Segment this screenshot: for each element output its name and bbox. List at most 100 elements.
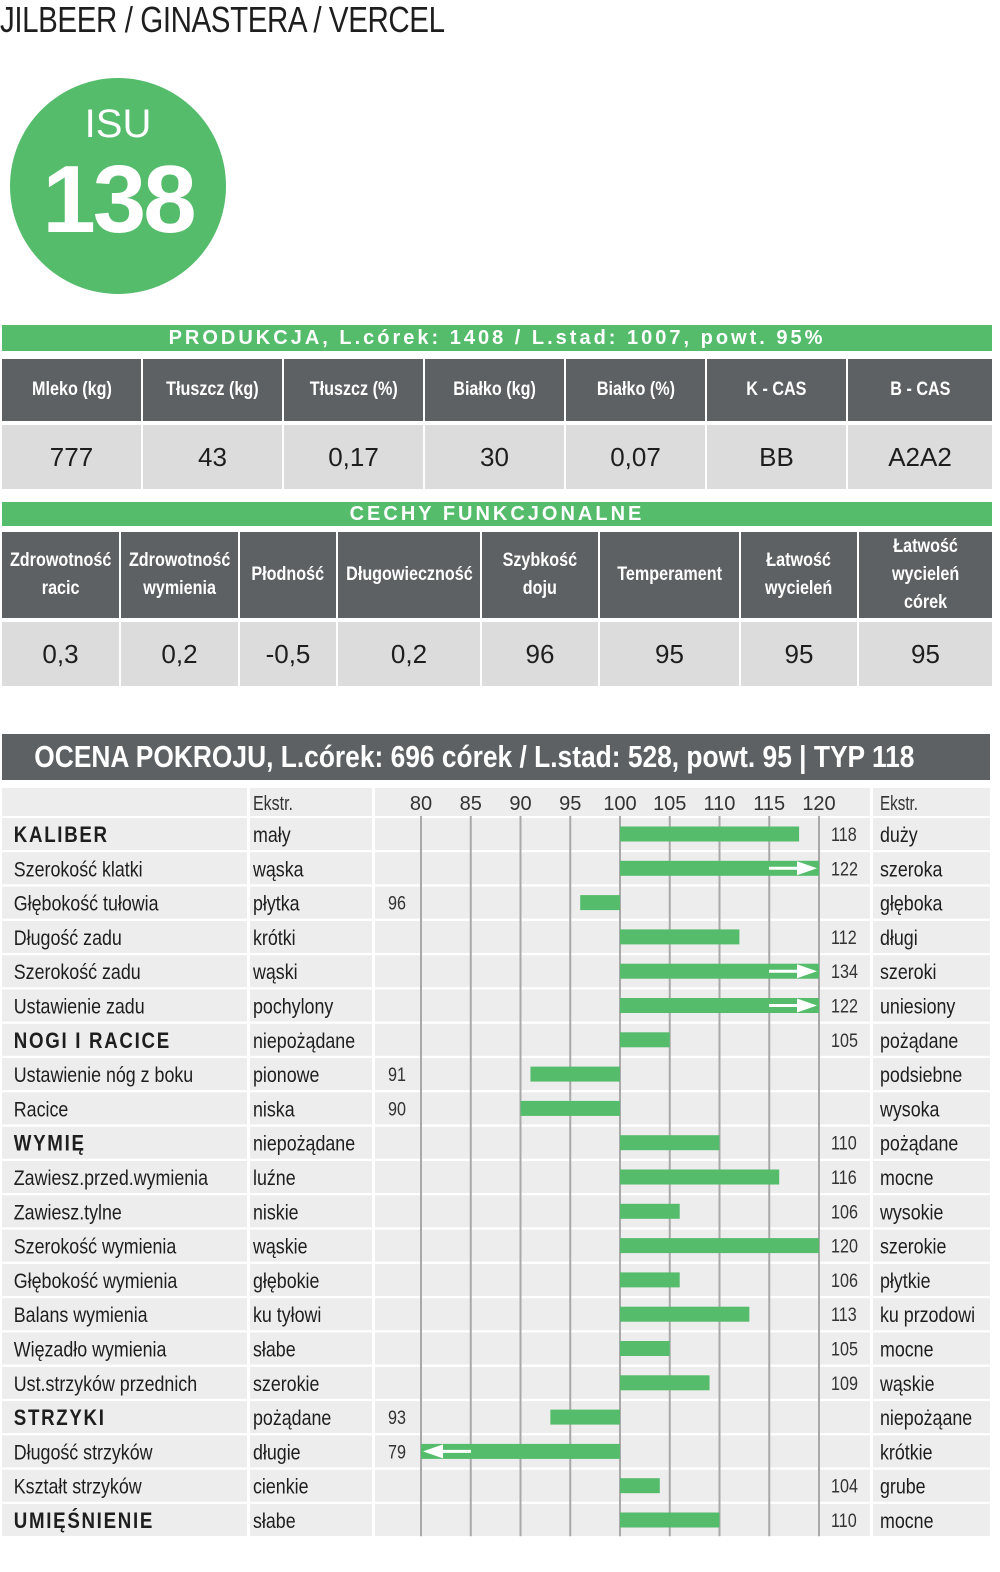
chart-row-bg	[2, 1298, 990, 1331]
value-bar	[550, 1409, 620, 1425]
value-label: 91	[388, 1064, 406, 1086]
value-label: 106	[831, 1270, 858, 1292]
production-value-3: 30	[425, 425, 566, 489]
value-bar	[580, 895, 620, 911]
chart-row-bg	[2, 1126, 990, 1159]
right-extreme-label: mocne	[880, 1167, 934, 1191]
left-extreme-label: pionowe	[253, 1064, 319, 1088]
value-bar	[620, 1032, 670, 1048]
value-label: 106	[831, 1201, 858, 1223]
column-separator	[870, 786, 873, 1538]
page-title: JILBEER / GINASTERA / VERCEL	[0, 0, 445, 40]
value-label: 96	[388, 892, 406, 914]
functional-col-header-0: Zdrowotność racic	[2, 532, 121, 618]
chart-row-bg	[2, 886, 990, 919]
value-bar	[620, 1203, 680, 1219]
right-extreme-label: głęboka	[880, 892, 943, 916]
functional-col-header-6: Łatwość wycieleń	[741, 532, 859, 618]
chart-row-bg	[2, 1058, 990, 1091]
x-tick-label: 85	[460, 793, 482, 815]
right-extreme-label: pożądane	[880, 1132, 958, 1156]
x-tick-label: 110	[704, 793, 736, 815]
production-header-row: Mleko (kg) Tłuszcz (kg) Tłuszcz (%) Białko …	[2, 359, 992, 421]
chart-row-bg	[2, 1092, 990, 1125]
right-extreme-label: wysokie	[879, 1201, 943, 1225]
left-extreme-label: niepożądane	[253, 1132, 355, 1156]
functional-col-header-5: Temperament	[600, 532, 741, 618]
chart-row-bg	[2, 1161, 990, 1193]
production-col-header-1: Tłuszcz (kg)	[143, 359, 284, 421]
chart-row-bg	[2, 1229, 990, 1262]
production-col-header-6: B - CAS	[848, 359, 992, 421]
value-bar	[620, 1512, 720, 1528]
right-extreme-label: niepożąane	[880, 1407, 972, 1431]
value-label: 93	[388, 1407, 406, 1429]
value-label: 122	[831, 995, 858, 1017]
chart-row-bg	[2, 989, 990, 1022]
left-extreme-label: luźne	[253, 1167, 296, 1191]
value-bar	[620, 1478, 660, 1494]
chart-row-bg	[2, 1504, 990, 1536]
functional-col-header-1: Zdrowotność wymienia	[121, 532, 240, 618]
isu-label: ISU	[84, 102, 152, 146]
value-bar	[620, 929, 740, 945]
chart-row-bg	[2, 1469, 990, 1502]
conformation-title-bar: OCENA POKROJU, L.córek: 696 córek / L.st…	[2, 734, 990, 780]
value-label: 79	[388, 1441, 406, 1463]
value-label: 120	[831, 1235, 858, 1257]
value-label: 90	[388, 1098, 406, 1120]
right-extreme-label: uniesiony	[880, 995, 956, 1019]
conformation-chart: Ekstr. Ekstr. 80 85 90 95 100 105 110 115 120 KALIB…	[2, 786, 990, 1538]
value-label: 110	[831, 1510, 857, 1532]
trait-label: Racice	[14, 1098, 69, 1122]
value-bar	[620, 826, 800, 842]
left-extreme-label: słabe	[253, 1510, 296, 1534]
value-label: 109	[831, 1373, 858, 1395]
trait-label: Zawiesz.przed.wymienia	[14, 1167, 208, 1191]
column-separator	[247, 786, 250, 1538]
right-extreme-label: szeroki	[880, 961, 936, 985]
production-col-header-2: Tłuszcz (%)	[284, 359, 425, 421]
chart-row-bg	[2, 1263, 990, 1296]
right-extreme-label: pożądane	[880, 1029, 958, 1053]
overflow-arrow-head	[797, 964, 817, 979]
value-bar	[620, 963, 819, 979]
value-label: 134	[831, 961, 858, 983]
chart-header-bg	[2, 788, 990, 816]
trait-label: Balans wymienia	[14, 1304, 148, 1328]
conformation-title: OCENA POKROJU, L.córek: 696 córek / L.st…	[34, 739, 915, 774]
left-extreme-label: krótki	[253, 927, 296, 951]
left-extreme-label: wąska	[252, 858, 304, 882]
column-separator	[372, 786, 375, 1538]
right-extreme-label: szeroka	[880, 858, 943, 882]
right-extreme-label: mocne	[880, 1510, 934, 1534]
trait-label: Więzadło wymienia	[14, 1338, 167, 1362]
trait-label: UMIĘŚNIENIE	[14, 1508, 154, 1534]
production-value-1: 43	[143, 425, 284, 489]
left-extreme-header: Ekstr.	[253, 793, 293, 815]
x-tick-label: 115	[753, 793, 785, 815]
left-extreme-label: słabe	[253, 1338, 296, 1362]
chart-row-bg	[2, 1366, 990, 1399]
functional-value-row: 0,3 0,2 -0,5 0,2 96 95 95 95	[2, 622, 992, 686]
trait-label: STRZYKI	[14, 1407, 106, 1431]
functional-value-4: 96	[482, 622, 600, 686]
trait-label: Głębokość tułowia	[14, 892, 159, 916]
trait-label: Długość strzyków	[14, 1441, 154, 1465]
right-extreme-label: wąskie	[879, 1372, 934, 1396]
value-label: 105	[831, 1030, 858, 1052]
trait-label: Długość zadu	[14, 927, 122, 951]
chart-row-bg	[2, 852, 990, 885]
production-col-header-4: Białko (%)	[566, 359, 707, 421]
value-bar	[530, 1066, 620, 1082]
left-extreme-label: mały	[253, 824, 291, 848]
right-extreme-label: wysoka	[879, 1098, 940, 1122]
overflow-arrow-head	[797, 998, 817, 1013]
left-extreme-label: cienkie	[253, 1475, 309, 1499]
trait-label: KALIBER	[14, 824, 109, 848]
functional-value-6: 95	[741, 622, 859, 686]
production-value-5: BB	[707, 425, 848, 489]
production-value-0: 777	[2, 425, 143, 489]
x-tick-label: 100	[603, 793, 636, 815]
chart-row-bg	[2, 920, 990, 953]
